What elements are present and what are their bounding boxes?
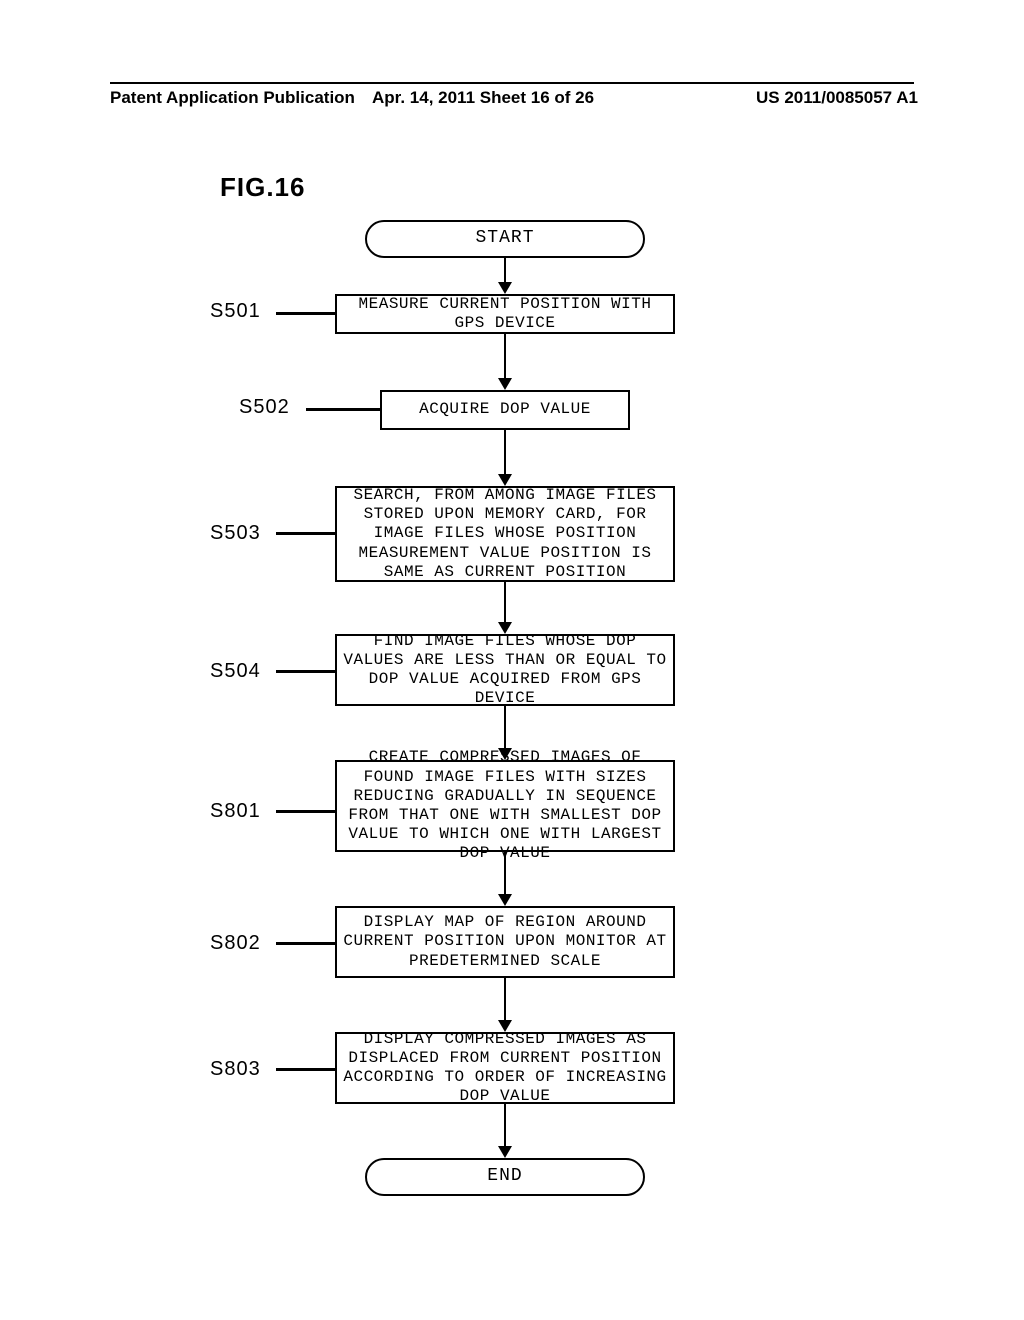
step-label-s803: S803	[210, 1058, 261, 1081]
step-text: ACQUIRE DOP VALUE	[419, 400, 591, 419]
label-tick	[306, 408, 380, 411]
terminal-start-text: START	[475, 228, 534, 248]
step-text: FIND IMAGE FILES WHOSE DOP VALUES ARE LE…	[343, 632, 667, 709]
arrowhead-icon	[498, 474, 512, 486]
label-tick	[276, 312, 335, 315]
step-label-s501: S501	[210, 300, 261, 323]
step-text: MEASURE CURRENT POSITION WITH GPS DEVICE	[343, 295, 667, 333]
arrowhead-icon	[498, 378, 512, 390]
header-rule	[110, 82, 914, 84]
step-box-s503: SEARCH, FROM AMONG IMAGE FILES STORED UP…	[335, 486, 675, 582]
connector-line	[504, 706, 507, 748]
figure-label: FIG.16	[220, 172, 305, 203]
label-tick	[276, 532, 335, 535]
step-box-s504: FIND IMAGE FILES WHOSE DOP VALUES ARE LE…	[335, 634, 675, 706]
connector-line	[504, 258, 507, 282]
connector-line	[504, 978, 507, 1020]
step-label-s801: S801	[210, 800, 261, 823]
arrowhead-icon	[498, 1146, 512, 1158]
label-tick	[276, 942, 335, 945]
connector-line	[504, 334, 507, 378]
step-text: SEARCH, FROM AMONG IMAGE FILES STORED UP…	[343, 486, 667, 582]
label-tick	[276, 670, 335, 673]
header-right: US 2011/0085057 A1	[756, 88, 918, 108]
connector-line	[504, 430, 507, 474]
step-box-s502: ACQUIRE DOP VALUE	[380, 390, 630, 430]
label-tick	[276, 1068, 335, 1071]
page: Patent Application Publication Apr. 14, …	[0, 0, 1024, 1320]
step-text: CREATE COMPRESSED IMAGES OF FOUND IMAGE …	[343, 748, 667, 863]
step-text: DISPLAY COMPRESSED IMAGES AS DISPLACED F…	[343, 1030, 667, 1107]
arrowhead-icon	[498, 282, 512, 294]
label-tick	[276, 810, 335, 813]
header-left: Patent Application Publication	[110, 88, 355, 108]
step-label-s504: S504	[210, 660, 261, 683]
arrowhead-icon	[498, 1020, 512, 1032]
connector-line	[504, 852, 507, 894]
connector-line	[504, 582, 507, 622]
header-middle: Apr. 14, 2011 Sheet 16 of 26	[372, 88, 594, 108]
connector-line	[504, 1104, 507, 1146]
step-box-s803: DISPLAY COMPRESSED IMAGES AS DISPLACED F…	[335, 1032, 675, 1104]
step-label-s802: S802	[210, 932, 261, 955]
step-box-s802: DISPLAY MAP OF REGION AROUND CURRENT POS…	[335, 906, 675, 978]
step-label-s503: S503	[210, 522, 261, 545]
step-label-s502: S502	[239, 396, 290, 419]
terminal-end: END	[365, 1158, 645, 1196]
step-box-s501: MEASURE CURRENT POSITION WITH GPS DEVICE	[335, 294, 675, 334]
arrowhead-icon	[498, 894, 512, 906]
terminal-start: START	[365, 220, 645, 258]
step-box-s801: CREATE COMPRESSED IMAGES OF FOUND IMAGE …	[335, 760, 675, 852]
terminal-end-text: END	[487, 1166, 522, 1186]
step-text: DISPLAY MAP OF REGION AROUND CURRENT POS…	[343, 913, 667, 971]
arrowhead-icon	[498, 748, 512, 760]
arrowhead-icon	[498, 622, 512, 634]
